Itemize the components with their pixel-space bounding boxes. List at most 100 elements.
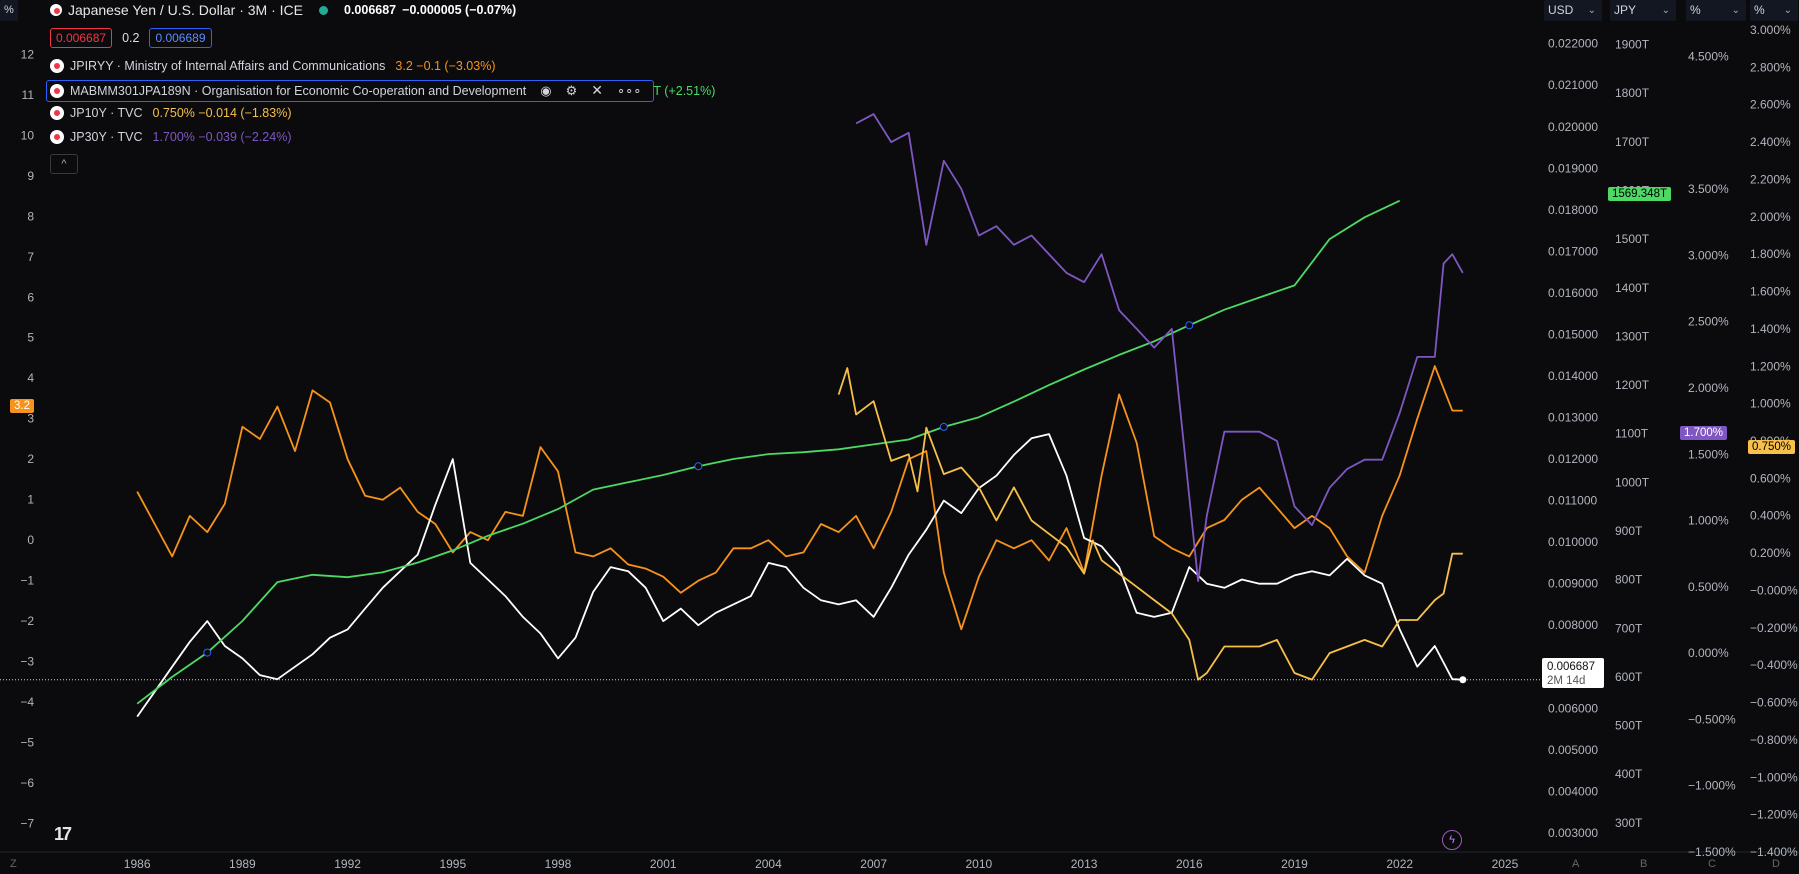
- trade-row: 0.006687 0.2 0.006689: [50, 28, 212, 48]
- more-icon[interactable]: ∘∘∘: [616, 82, 642, 98]
- series-dot-icon: [50, 59, 64, 73]
- x-tick-label: 2025: [1492, 857, 1519, 871]
- money-supply-axis-tick-label: 1500T: [1615, 232, 1650, 246]
- symbol-title[interactable]: Japanese Yen / U.S. Dollar · 3M · ICE: [68, 2, 303, 18]
- left-axis-tick-label: −3: [20, 655, 34, 669]
- jp30y-axis-tick-label: −1.000%: [1750, 770, 1798, 784]
- left-axis-tick-label: 5: [27, 331, 34, 345]
- x-tick-label: 2004: [755, 857, 782, 871]
- money-supply-axis-tick-label: 1300T: [1615, 329, 1650, 343]
- tradingview-logo[interactable]: 17: [54, 824, 72, 844]
- lightning-icon[interactable]: ϟ: [1442, 830, 1462, 850]
- left-axis-tick-label: 10: [21, 128, 35, 142]
- scale-select-label: %: [1690, 3, 1701, 17]
- jpyusd-axis-tick-label: 0.017000: [1548, 244, 1598, 258]
- x-tick-label: 1995: [439, 857, 466, 871]
- jp30y-axis-tick-label: −1.200%: [1750, 808, 1798, 822]
- jp10y-axis-tick-label: 4.500%: [1688, 50, 1729, 64]
- jpyusd-axis-tick-label: 0.003000: [1548, 826, 1598, 840]
- left-axis-tick-label: 0: [27, 533, 34, 547]
- jpyusd-axis-tick-label: 0.008000: [1548, 618, 1598, 632]
- scale-select-jpy[interactable]: JPY ⌄: [1610, 0, 1676, 21]
- jpyusd-axis-tick-label: 0.005000: [1548, 743, 1598, 757]
- scale-select-pct2[interactable]: % ⌄: [1750, 0, 1798, 21]
- left-axis-tick-label: 2: [27, 452, 34, 466]
- jpyusd-axis-tick-label: 0.009000: [1548, 577, 1598, 591]
- series-line-mabmm301jpa189n: [136, 199, 1401, 705]
- legend-item-jpiryy[interactable]: JPIRYY · Ministry of Internal Affairs an…: [50, 59, 496, 73]
- sell-price-button[interactable]: 0.006687: [50, 28, 113, 48]
- left-axis-tick-label: 1: [27, 493, 34, 507]
- x-tick-label: 2013: [1071, 857, 1098, 871]
- left-axis-tick-label: 9: [27, 169, 34, 183]
- market-status-icon: [319, 5, 328, 15]
- collapse-legend-button[interactable]: ^: [50, 154, 78, 174]
- legend-value: T (+2.51%): [653, 83, 716, 98]
- buy-price-button[interactable]: 0.006689: [149, 28, 212, 48]
- money-supply-axis-tick-label: 800T: [1615, 573, 1643, 587]
- money-supply-axis-tick-label: 1100T: [1615, 427, 1649, 441]
- series-marker: [203, 648, 212, 657]
- jpyusd-axis-tick-label: 0.012000: [1548, 452, 1598, 466]
- chevron-down-icon: ⌄: [1731, 5, 1740, 16]
- money-supply-badge: 1569.348T: [1608, 187, 1671, 201]
- left-axis-tick-label: 3: [27, 412, 34, 426]
- legend-item-jp30y[interactable]: JP30Y · TVC 1.700% −0.039 (−2.24%): [50, 130, 292, 144]
- jp30y-axis-tick-label: 2.800%: [1750, 60, 1791, 74]
- series-line-jpyusd: [136, 433, 1463, 718]
- left-axis-tick-label: 4: [27, 371, 34, 385]
- series-line-jp30y: [855, 113, 1464, 582]
- jp30y-axis-tick-label: 0.200%: [1750, 546, 1791, 560]
- series-marker: [694, 462, 703, 471]
- main-symbol-row[interactable]: Japanese Yen / U.S. Dollar · 3M · ICE 0.…: [50, 2, 516, 18]
- money-supply-axis-tick-label: 600T: [1615, 670, 1643, 684]
- money-supply-axis-tick-label: 1000T: [1615, 475, 1650, 489]
- legend-item-mabmm[interactable]: MABMM301JPA189N · Organisation for Econo…: [50, 82, 715, 99]
- jp30y-axis-tick-label: −0.600%: [1750, 696, 1798, 710]
- close-icon[interactable]: ✕: [591, 82, 603, 98]
- jp30y-axis-tick-label: −1.400%: [1750, 845, 1798, 859]
- series-dot-icon: [50, 83, 64, 98]
- jp10y-axis-tick-label: −0.500%: [1688, 712, 1736, 726]
- jp30y-badge: 1.700%: [1680, 426, 1728, 440]
- spread-value: 0.2: [122, 31, 140, 45]
- jpyusd-axis-tick-label: 0.013000: [1548, 411, 1598, 425]
- last-point-marker: [1459, 676, 1467, 684]
- jp30y-axis-tick-label: 0.400%: [1750, 509, 1791, 523]
- jpyusd-axis-tick-label: 0.015000: [1548, 327, 1598, 341]
- series-dot-icon: [50, 106, 64, 120]
- legend-value: 0.750% −0.014 (−1.83%): [152, 106, 292, 120]
- scale-select-usd[interactable]: USD ⌄: [1544, 0, 1602, 21]
- bottom-letter-z[interactable]: Z: [10, 858, 17, 870]
- jpyusd-axis-tick-label: 0.020000: [1548, 120, 1598, 134]
- x-tick-label: 2019: [1281, 857, 1308, 871]
- jpyusd-axis-tick-label: 0.014000: [1548, 369, 1598, 383]
- bottom-letter-a[interactable]: A: [1572, 858, 1580, 870]
- bottom-letter-d[interactable]: D: [1772, 858, 1780, 870]
- bottom-letter-c[interactable]: C: [1708, 858, 1716, 870]
- price-badge-countdown: 2M 14d: [1547, 675, 1586, 687]
- jp30y-axis-tick-label: 2.000%: [1750, 210, 1791, 224]
- jp30y-axis-tick-label: −0.800%: [1750, 733, 1798, 747]
- chevron-down-icon: ⌄: [1661, 5, 1670, 16]
- legend-label: JP10Y · TVC: [70, 106, 143, 120]
- legend-item-jp10y[interactable]: JP10Y · TVC 0.750% −0.014 (−1.83%): [50, 106, 292, 120]
- jp10y-axis-tick-label: 2.500%: [1688, 315, 1729, 329]
- scale-select-pct1[interactable]: % ⌄: [1686, 0, 1746, 21]
- jp30y-axis-tick-label: 1.600%: [1750, 285, 1791, 299]
- gear-icon[interactable]: ⚙: [565, 82, 578, 98]
- jpyusd-axis-tick-label: 0.019000: [1548, 161, 1598, 175]
- left-axis-tick-label: 6: [27, 290, 34, 304]
- x-tick-label: 1992: [334, 857, 361, 871]
- money-supply-axis-tick-label: 500T: [1615, 719, 1643, 733]
- jp30y-axis-tick-label: 3.000%: [1750, 23, 1791, 37]
- jp10y-axis-tick-label: 1.500%: [1688, 447, 1729, 461]
- jpyusd-axis-tick-label: 0.022000: [1548, 37, 1598, 51]
- eye-icon[interactable]: ◉: [540, 82, 552, 98]
- jp30y-axis-tick-label: 2.600%: [1750, 98, 1791, 112]
- bottom-letter-b[interactable]: B: [1640, 858, 1648, 870]
- money-supply-axis-tick-label: 1400T: [1615, 281, 1650, 295]
- x-tick-label: 2007: [860, 857, 887, 871]
- x-tick-label: 1986: [124, 857, 151, 871]
